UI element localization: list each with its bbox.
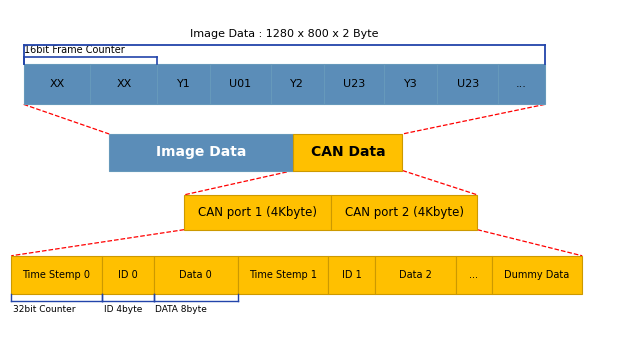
Bar [375, 256, 456, 294]
Text: Data 0: Data 0 [179, 270, 212, 280]
Bar [293, 134, 402, 171]
Text: Y1: Y1 [177, 79, 191, 89]
Bar [24, 64, 90, 104]
Text: Image Data: Image Data [156, 145, 246, 159]
Bar [109, 134, 293, 171]
Bar [331, 195, 477, 230]
Text: Dummy Data: Dummy Data [504, 270, 570, 280]
Bar [11, 256, 102, 294]
Text: ID 1: ID 1 [342, 270, 361, 280]
Text: XX: XX [49, 79, 65, 89]
Text: Time Stemp 0: Time Stemp 0 [22, 270, 90, 280]
Bar [324, 64, 384, 104]
Bar [238, 256, 328, 294]
Bar [154, 256, 238, 294]
Text: 32bit Counter: 32bit Counter [13, 304, 76, 314]
Bar [328, 256, 375, 294]
Text: U23: U23 [457, 79, 479, 89]
Bar [102, 256, 154, 294]
Bar [271, 64, 324, 104]
Text: 16bit Frame Counter: 16bit Frame Counter [24, 45, 124, 55]
Bar [384, 64, 437, 104]
Text: CAN port 1 (4Kbyte): CAN port 1 (4Kbyte) [198, 206, 317, 219]
Text: CAN Data: CAN Data [311, 145, 385, 159]
Text: Time Stemp 1: Time Stemp 1 [249, 270, 317, 280]
Text: Y2: Y2 [290, 79, 305, 89]
Text: Image Data : 1280 x 800 x 2 Byte: Image Data : 1280 x 800 x 2 Byte [190, 29, 379, 39]
Text: XX: XX [116, 79, 132, 89]
Text: CAN port 2 (4Kbyte): CAN port 2 (4Kbyte) [344, 206, 464, 219]
Bar [184, 195, 331, 230]
Text: ID 0: ID 0 [118, 270, 137, 280]
Text: U01: U01 [230, 79, 251, 89]
Text: ...: ... [469, 270, 479, 280]
Text: ...: ... [516, 79, 527, 89]
Text: Y3: Y3 [404, 79, 418, 89]
Text: Data 2: Data 2 [399, 270, 432, 280]
Bar [157, 64, 210, 104]
Bar [492, 256, 582, 294]
Text: U23: U23 [343, 79, 365, 89]
Bar [456, 256, 492, 294]
Text: ID 4byte: ID 4byte [104, 304, 142, 314]
Bar [437, 64, 498, 104]
Text: DATA 8byte: DATA 8byte [155, 304, 207, 314]
Bar [498, 64, 545, 104]
Bar [210, 64, 271, 104]
Bar [90, 64, 157, 104]
